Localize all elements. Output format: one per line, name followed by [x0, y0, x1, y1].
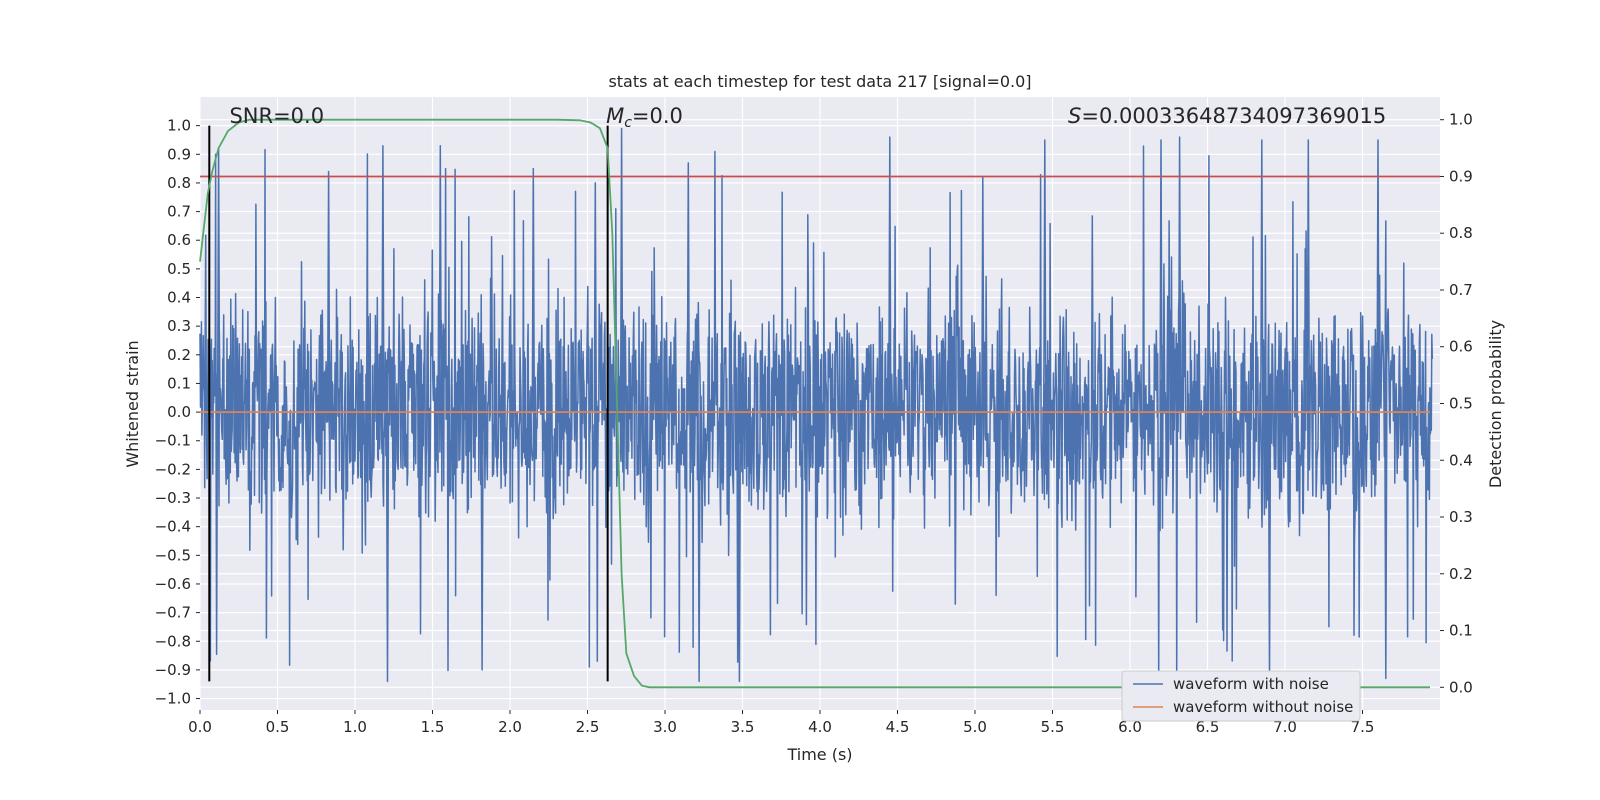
y2-tick-label: 0.4	[1449, 451, 1473, 469]
y-tick-label: 0.4	[167, 289, 191, 307]
legend-label-waveform-with-noise: waveform with noise	[1173, 675, 1329, 693]
x-axis-label: Time (s)	[786, 745, 852, 764]
y-tick-label: 0.9	[167, 145, 191, 163]
y-tick-label: −0.5	[155, 546, 191, 564]
annotations: SNR=0.0 Mc=0.0 S=0.00033648734097369015	[229, 104, 1386, 131]
y-tick-label: 0.0	[167, 403, 191, 421]
x-tick-label: 0.0	[188, 718, 212, 736]
y2-tick-label: 1.0	[1449, 111, 1473, 129]
x-tick-label: 4.0	[808, 718, 832, 736]
y-tick-label: 0.3	[167, 317, 191, 335]
y-axis-label: Whitened strain	[123, 340, 142, 467]
y-tick-label: −0.6	[155, 575, 191, 593]
snr-annotation: SNR=0.0	[229, 104, 324, 128]
x-tick-label: 3.5	[731, 718, 755, 736]
legend-label-waveform-without-noise: waveform without noise	[1173, 698, 1353, 716]
axis-ticks: 0.0 0.5 1.0 1.5 2.0 2.5 3.0 3.5 4.0 4.5 5.0 5.5 6.0 6…	[155, 111, 1473, 736]
y-tick-label: −0.2	[155, 460, 191, 478]
y-tick-label: 1.0	[167, 117, 191, 135]
y-tick-label: 0.7	[167, 203, 191, 221]
y2-tick-label: 0.3	[1449, 508, 1473, 526]
chart-title: stats at each timestep for test data 217…	[608, 72, 1031, 91]
x-tick-label: 6.0	[1118, 718, 1142, 736]
y-tick-label: −0.3	[155, 489, 191, 507]
y2-tick-label: 0.1	[1449, 622, 1473, 640]
x-tick-label: 1.5	[421, 718, 445, 736]
y2-tick-label: 0.8	[1449, 224, 1473, 242]
y2-tick-label: 0.9	[1449, 167, 1473, 185]
mc-annotation: Mc=0.0	[606, 104, 683, 131]
x-tick-label: 5.5	[1041, 718, 1065, 736]
x-tick-label: 2.0	[498, 718, 522, 736]
y2-tick-label: 0.6	[1449, 338, 1473, 356]
x-tick-label: 0.5	[266, 718, 290, 736]
y-tick-label: 0.5	[167, 260, 191, 278]
y-tick-label: −0.8	[155, 632, 191, 650]
y-tick-label: 0.2	[167, 346, 191, 364]
y-tick-label: −1.0	[155, 690, 191, 708]
x-tick-label: 7.0	[1273, 718, 1297, 736]
legend: waveform with noise waveform without noi…	[1121, 670, 1361, 722]
s-annotation: S=0.00033648734097369015	[1068, 104, 1386, 128]
y-tick-label: 0.8	[167, 174, 191, 192]
x-tick-label: 7.5	[1351, 718, 1375, 736]
y2-tick-label: 0.2	[1449, 565, 1473, 583]
y-tick-label: −0.9	[155, 661, 191, 679]
y2-tick-label: 0.7	[1449, 281, 1473, 299]
legend-box	[1121, 670, 1361, 722]
x-tick-label: 5.0	[963, 718, 987, 736]
x-tick-label: 6.5	[1196, 718, 1220, 736]
y2-tick-label: 0.5	[1449, 395, 1473, 413]
detection-probability-line	[199, 118, 1430, 689]
y-tick-label: 0.6	[167, 231, 191, 249]
x-tick-label: 3.0	[653, 718, 677, 736]
x-tick-label: 4.5	[886, 718, 910, 736]
y-tick-label: −0.4	[155, 518, 191, 536]
x-tick-label: 1.0	[343, 718, 367, 736]
y2-tick-label: 0.0	[1449, 678, 1473, 696]
y-tick-label: 0.1	[167, 374, 191, 392]
y-tick-label: −0.7	[155, 604, 191, 622]
y-tick-label: −0.1	[155, 432, 191, 450]
series-lines	[199, 118, 1440, 689]
x-tick-label: 2.5	[576, 718, 600, 736]
y2-axis-label: Detection probability	[1486, 320, 1505, 488]
